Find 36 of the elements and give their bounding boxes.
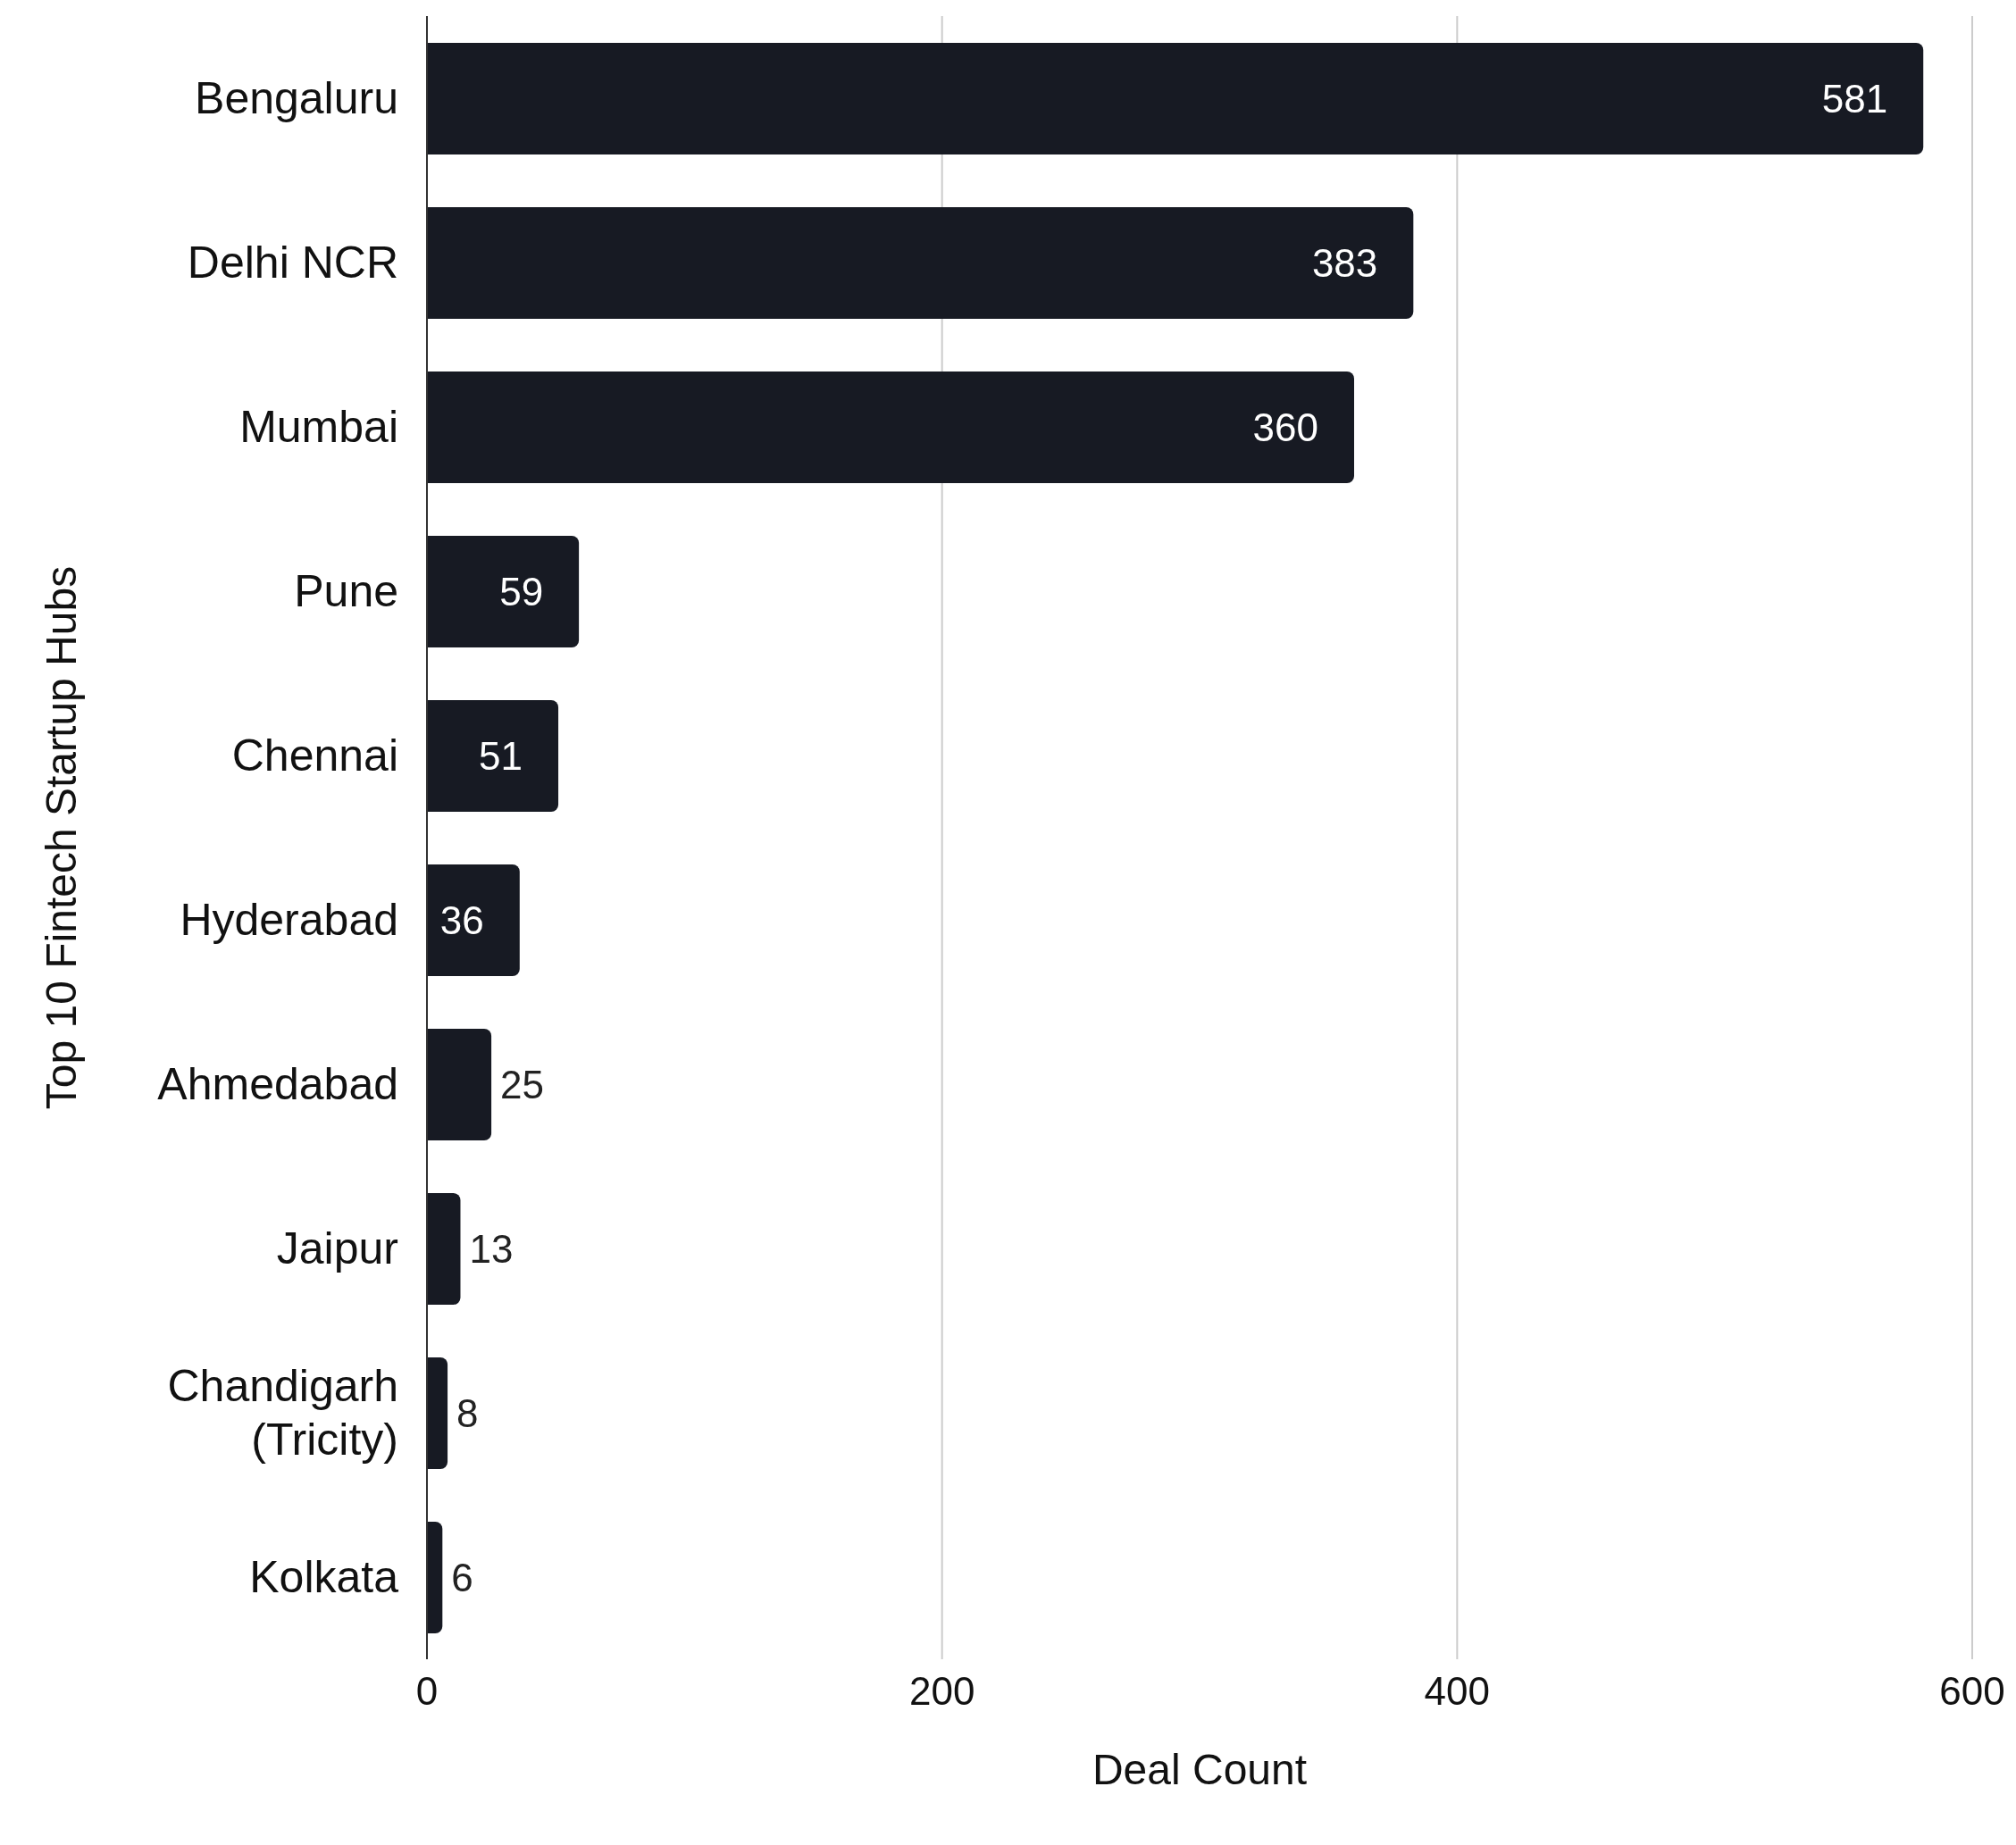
- y-tick-label: Kolkata: [249, 1552, 399, 1602]
- bar: [427, 1193, 461, 1305]
- bar: [427, 207, 1414, 319]
- data-label: 383: [1311, 240, 1378, 285]
- data-label: 36: [439, 897, 484, 942]
- bar: [427, 43, 1924, 154]
- bar: [427, 1357, 448, 1469]
- y-tick-label: Pune: [294, 566, 398, 616]
- x-tick-label: 400: [1424, 1669, 1491, 1714]
- y-tick-label: Jaipur: [276, 1223, 398, 1273]
- bar: [427, 1029, 492, 1140]
- x-tick-label: 600: [1939, 1669, 2005, 1714]
- data-label: 581: [1821, 76, 1888, 121]
- bar: [427, 700, 559, 812]
- bar: [427, 536, 580, 647]
- data-label: 8: [456, 1390, 479, 1435]
- data-label: 360: [1252, 405, 1318, 449]
- y-tick-label: Chennai: [231, 730, 398, 781]
- data-label: 6: [451, 1555, 473, 1599]
- bar: [427, 372, 1354, 483]
- x-tick-label: 200: [908, 1669, 975, 1714]
- y-tick-label: Bengaluru: [195, 73, 398, 123]
- x-tick-label: 0: [415, 1669, 439, 1714]
- y-tick-label: Mumbai: [239, 402, 398, 452]
- y-tick-label: Chandigarh (Tricity): [167, 1361, 398, 1465]
- y-tick-label: Ahmedabad: [157, 1059, 398, 1109]
- data-label: 59: [499, 569, 544, 614]
- y-axis-title: Top 10 Fintech Startup Hubs: [38, 565, 86, 1110]
- y-tick-label: Hyderabad: [180, 895, 398, 945]
- data-label: 51: [479, 733, 523, 778]
- data-label: 25: [500, 1062, 545, 1106]
- data-label: 13: [469, 1226, 514, 1271]
- y-tick-label: Delhi NCR: [187, 238, 398, 288]
- x-axis-title: Deal Count: [1092, 1746, 1308, 1793]
- bar: [427, 864, 520, 976]
- bar: [427, 1522, 443, 1633]
